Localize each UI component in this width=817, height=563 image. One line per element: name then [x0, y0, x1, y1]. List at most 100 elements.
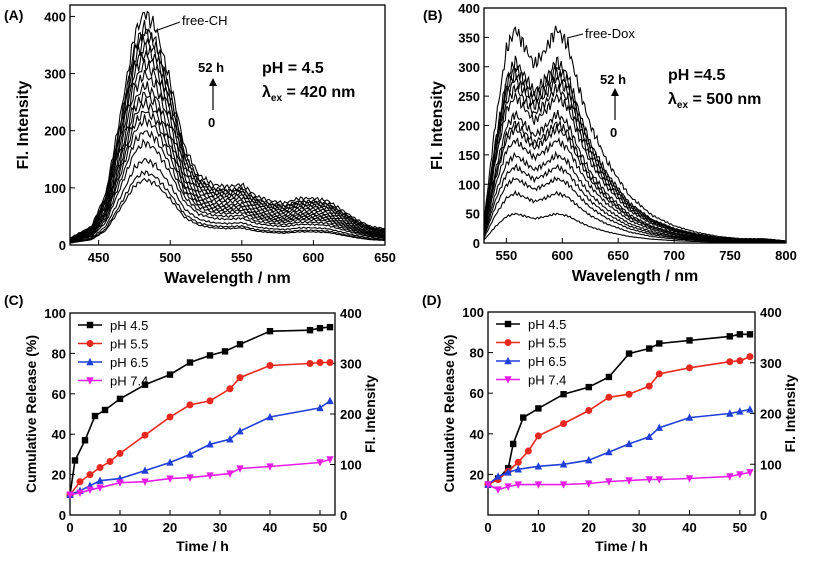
panel-b-x-tick-label: 800: [775, 248, 797, 263]
panel-b-spectrum-curve: [483, 25, 787, 242]
panel-c-data-point: [206, 472, 214, 480]
panel-a-spectrum-curve: [69, 130, 386, 243]
panel-c-data-point: [316, 358, 324, 366]
panel-a-condition-ph: pH = 4.5: [262, 60, 324, 77]
panel-b-condition-lambda: λex = 500 nm: [668, 91, 761, 111]
panel-b-y-axis-label: Fl. Intensity: [429, 81, 446, 170]
panel-d-data-point: [746, 331, 754, 338]
panel-c-y-right-tick-label: 100: [340, 458, 362, 473]
panel-a-spectrum-curve: [69, 58, 386, 240]
panel-c-series-line: [69, 361, 330, 496]
panel-a-y-tick-label: 100: [44, 181, 66, 196]
panel-c-data-point: [266, 463, 274, 471]
panel-d-data-point: [726, 409, 734, 417]
panel-a-spectrum-curve: [69, 114, 386, 242]
panel-a-y-tick-label: 400: [44, 9, 66, 24]
panel-d-data-point: [524, 447, 532, 455]
panel-d-data-point: [736, 331, 744, 338]
panel-c-data-point: [206, 440, 214, 448]
panel-d-data-point: [625, 477, 633, 485]
panel-a: (A) 450 500 550 600 650 0 100 200 300 400 Waveleng…: [4, 4, 396, 287]
panel-b-time-top: 52 h: [600, 72, 626, 87]
panel-c-legend-marker: [86, 377, 94, 385]
panel-a-y-tick-label: 200: [44, 124, 66, 139]
panel-c-legend-marker: [86, 340, 94, 347]
panel-c-x-tick-label: 40: [263, 520, 277, 535]
panel-b-y-tick-label: 300: [458, 60, 480, 75]
panel-d-data-point: [585, 406, 593, 414]
panel-c-data-point: [226, 385, 234, 393]
panel-a-time-bottom: 0: [208, 115, 215, 130]
panel-d-x-tick-label: 0: [484, 520, 491, 535]
panel-c-y-tick-label: 80: [52, 346, 66, 361]
panel-c-x-axis-label: Time / h: [176, 538, 229, 554]
panel-d: (D) 0 10 20 30 40 50 20 40 60 80 100 Time / h Cumula…: [422, 292, 798, 554]
panel-d-data-point: [605, 447, 613, 456]
panel-b-x-tick-label: 750: [719, 248, 741, 263]
panel-d-data-point: [645, 382, 653, 390]
panel-b-time-bottom: 0: [610, 125, 617, 140]
panel-d-data-point: [655, 370, 663, 378]
panel-c-data-point: [326, 456, 334, 464]
panel-a-y-tick-label: 0: [59, 238, 66, 253]
panel-c-data-point: [226, 470, 234, 478]
panel-c-y-tick-label: 20: [52, 468, 66, 483]
panel-a-plot: 450 500 550 600 650 0 100 200 300 400 Wavelength /…: [15, 4, 396, 287]
panel-b-peak-annotation-pointer: [566, 33, 584, 39]
panel-d-y-tick-label: 40: [470, 427, 484, 442]
panel-a-spectrum-curve: [69, 69, 386, 241]
panel-d-y-right-axis-label: Fl. Intensity: [782, 374, 798, 452]
panel-c-data-point: [141, 431, 149, 439]
panel-d-data-point: [504, 468, 512, 476]
panel-a-spectrum-curve: [69, 170, 386, 244]
panel-c-y-right-axis-label: Fl. Intensity: [362, 375, 378, 453]
panel-d-data-point: [746, 469, 754, 477]
panel-c-data-point: [66, 491, 74, 499]
panel-d-data-point: [585, 383, 592, 391]
panel-c-data-point: [141, 466, 149, 474]
panel-d-data-point: [494, 486, 502, 494]
panel-c-data-point: [316, 459, 324, 467]
panel-c-legend-label: pH 5.5: [110, 337, 148, 352]
panel-c: (C) 0 10 20 30 40 50 0 20 40 60 80 100 Time / h Cumul…: [4, 292, 378, 554]
panel-d-data-point: [625, 390, 633, 398]
panel-c-data-point: [96, 476, 104, 484]
panel-d-plot: 0 10 20 30 40 50 20 40 60 80 100 Time / h Cumulative…: [441, 305, 798, 554]
panel-c-data-point: [316, 403, 324, 412]
panel-d-data-point: [504, 483, 512, 491]
panel-d-data-point: [514, 481, 522, 489]
panel-d-data-point: [535, 405, 542, 412]
panel-d-label: (D): [422, 292, 441, 308]
panel-a-x-axis-label: Wavelength / nm: [164, 270, 291, 287]
panel-c-data-point: [71, 457, 79, 464]
panel-d-data-point: [625, 350, 633, 357]
panel-d-y-right-tick-label: 400: [760, 305, 782, 320]
panel-d-x-axis-label: Time / h: [595, 538, 648, 554]
panel-b-y-tick-label: 100: [458, 177, 480, 192]
panel-a-x-tick-label: 450: [88, 250, 110, 265]
panel-c-data-point: [236, 374, 244, 382]
panel-c-series-line: [69, 400, 331, 496]
panel-d-data-point: [509, 440, 517, 448]
panel-c-data-point: [101, 406, 109, 414]
panel-d-data-point: [746, 353, 754, 361]
panel-b-plot: 550 600 650 700 750 800 0 50 100 150 200 250 300 350 4…: [429, 1, 797, 285]
panel-c-data-point: [166, 371, 174, 378]
panel-c-data-point: [226, 435, 234, 443]
panel-d-series-line: [487, 471, 751, 491]
panel-b-y-tick-label: 150: [458, 148, 480, 163]
panel-a-spectrum-curve: [69, 42, 386, 240]
panel-a-spectrum-curve: [69, 10, 386, 239]
panel-c-data-point: [186, 401, 194, 409]
panel-c-data-point: [106, 457, 114, 465]
panel-c-data-point: [206, 397, 214, 405]
panel-c-data-point: [76, 478, 84, 486]
panel-b-x-tick-label: 700: [663, 248, 685, 263]
panel-c-y-right-tick-label: 300: [340, 357, 362, 372]
panel-d-y-tick-label: 60: [470, 386, 484, 401]
panel-c-x-tick-label: 20: [163, 520, 177, 535]
panel-b-x-axis-label: Wavelength / nm: [572, 268, 699, 285]
panel-c-plot: 0 10 20 30 40 50 0 20 40 60 80 100 Time / h Cumulativ…: [23, 306, 378, 554]
panel-d-x-tick-label: 40: [682, 520, 696, 535]
panel-d-data-point: [746, 405, 754, 413]
